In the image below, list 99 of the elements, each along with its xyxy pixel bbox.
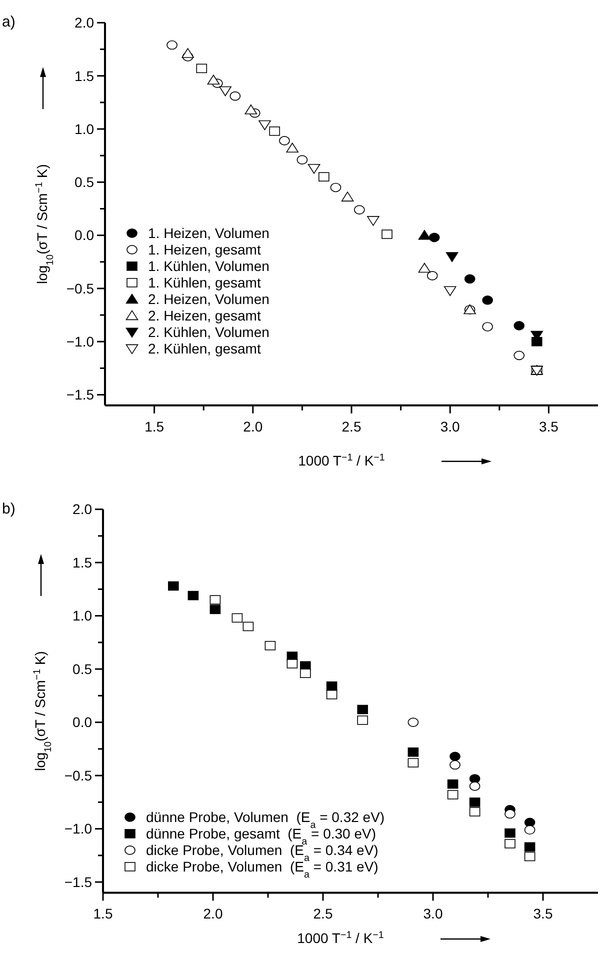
point — [188, 590, 199, 600]
x-tick-label: 2.5 — [342, 418, 362, 434]
point — [482, 322, 493, 332]
y-tick-label: −0.5 — [66, 280, 94, 296]
point — [219, 86, 232, 96]
point — [524, 818, 536, 828]
legend-label: 1. Heizen, gesamt — [148, 242, 261, 258]
point — [264, 640, 276, 650]
point — [444, 286, 456, 296]
point — [341, 192, 354, 202]
legend-label: 2. Kühlen, Volumen — [148, 324, 270, 340]
point — [524, 852, 536, 862]
point — [166, 40, 178, 50]
point — [286, 142, 298, 153]
point — [450, 752, 460, 762]
point — [326, 690, 338, 700]
y-tick-label: 0.0 — [72, 714, 92, 730]
chart-title: b) — [2, 500, 16, 518]
point — [514, 321, 525, 330]
x-tick-label: 3.0 — [423, 906, 443, 922]
x-tick-label: 2.0 — [243, 418, 263, 434]
point — [428, 232, 440, 242]
point — [244, 104, 258, 114]
point — [269, 126, 280, 136]
point — [367, 216, 380, 226]
y-tick-label: 2.0 — [74, 14, 94, 31]
y-tick-label: 2.0 — [72, 501, 92, 518]
point — [408, 747, 419, 757]
x-axis-title: 1000 T$^{−1}$ / K$^{−1}$ — [298, 452, 385, 468]
point — [210, 595, 221, 604]
point — [357, 716, 368, 725]
point — [382, 230, 392, 239]
y-tick-label: 1.5 — [74, 68, 94, 84]
point — [196, 64, 208, 74]
point — [447, 790, 458, 800]
point — [504, 809, 516, 819]
x-tick-label: 3.5 — [533, 906, 553, 922]
legend-label: 1. Kühlen, Volumen — [148, 258, 270, 274]
point — [300, 668, 311, 678]
point — [524, 825, 536, 835]
chart-title: a) — [2, 14, 16, 31]
point — [279, 136, 290, 146]
x-tick-label: 2.0 — [203, 906, 223, 922]
point — [232, 613, 243, 623]
y-tick-label: 0.5 — [74, 174, 94, 190]
point — [450, 760, 460, 770]
y-tick-label: 1.5 — [72, 554, 92, 570]
point — [308, 164, 320, 174]
point — [464, 274, 476, 284]
x-tick-label: 3.0 — [440, 418, 460, 434]
point — [286, 659, 298, 668]
point — [426, 271, 438, 280]
y-tick-label: 1.0 — [72, 608, 92, 624]
y-tick-label: 1.0 — [74, 120, 94, 137]
legend-label: 1. Kühlen, gesamt — [148, 274, 261, 291]
x-axis-title: 1000 T$^{−1}$ / K$^{−1}$ — [297, 930, 384, 946]
point — [514, 350, 525, 360]
legend-label: 2. Heizen, gesamt — [148, 308, 261, 324]
x-tick-label: 1.5 — [144, 418, 164, 434]
point — [408, 758, 419, 768]
point — [418, 262, 431, 273]
point — [469, 774, 480, 784]
point — [446, 252, 458, 262]
point — [504, 839, 516, 848]
legend-label: 1. Heizen, Volumen — [148, 225, 270, 242]
point — [482, 296, 493, 305]
point — [182, 48, 194, 58]
point — [469, 807, 480, 816]
point — [168, 581, 179, 591]
point — [210, 604, 221, 614]
point — [447, 779, 458, 789]
point — [318, 172, 330, 182]
y-tick-label: −1.5 — [66, 386, 94, 403]
legend-label: 2. Kühlen, gesamt — [148, 340, 261, 357]
point — [330, 182, 342, 192]
y-tick-label: 0.0 — [74, 227, 94, 244]
y-tick-label: −0.5 — [64, 767, 92, 784]
point — [408, 718, 419, 727]
y-tick-label: 0.5 — [72, 660, 92, 677]
point — [258, 120, 271, 130]
y-tick-label: −1.0 — [64, 820, 92, 837]
point — [296, 155, 308, 164]
y-tick-label: −1.0 — [66, 334, 94, 350]
point — [469, 798, 480, 807]
point — [531, 336, 542, 346]
point — [504, 828, 516, 838]
point — [242, 622, 254, 632]
x-tick-label: 1.5 — [93, 906, 113, 922]
point — [230, 91, 241, 101]
point — [418, 230, 431, 240]
legend-label: 2. Heizen, Volumen — [148, 291, 270, 308]
point — [524, 842, 536, 852]
point — [354, 205, 365, 214]
point — [357, 704, 368, 714]
y-tick-label: −1.5 — [64, 874, 92, 890]
x-tick-label: 2.5 — [313, 906, 333, 922]
point — [469, 782, 480, 791]
x-tick-label: 3.5 — [538, 418, 559, 434]
point — [207, 74, 220, 85]
